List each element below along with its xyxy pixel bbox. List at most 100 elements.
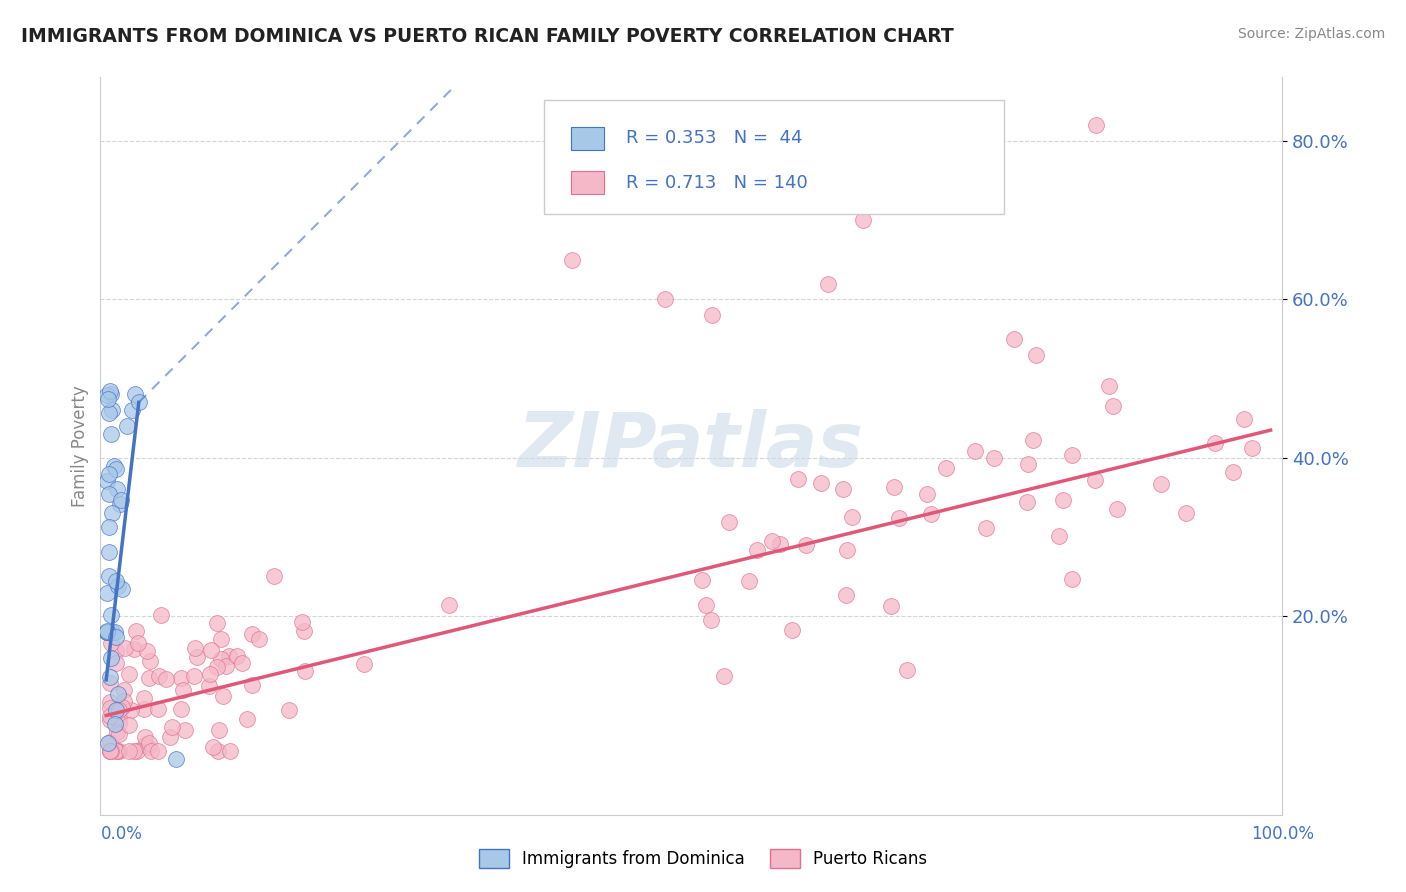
Point: [209, 652, 232, 666]
Point: [160, 720, 183, 734]
Point: [97, 487, 120, 501]
Point: [184, 640, 207, 655]
Point: [1102, 399, 1125, 413]
Point: [105, 631, 128, 645]
Point: [98, 713, 121, 727]
Point: [149, 608, 172, 623]
Point: [96, 388, 118, 402]
Point: [291, 615, 314, 629]
Point: [146, 744, 169, 758]
Point: [100, 650, 122, 665]
Point: [111, 582, 134, 596]
Point: [212, 689, 235, 703]
Point: [134, 730, 156, 744]
Point: [138, 736, 160, 750]
Point: [124, 387, 146, 401]
Point: [235, 712, 257, 726]
Point: [98, 700, 121, 714]
Point: [879, 599, 901, 613]
Point: [101, 403, 124, 417]
Point: [935, 461, 957, 475]
Point: [134, 739, 156, 753]
Point: [97, 406, 120, 420]
Point: [794, 538, 817, 552]
Point: [100, 607, 122, 622]
Point: [104, 574, 127, 589]
Point: [105, 483, 128, 497]
Point: [118, 666, 141, 681]
FancyBboxPatch shape: [544, 100, 1004, 214]
Point: [105, 461, 128, 475]
Point: [915, 487, 938, 501]
Point: [97, 467, 120, 481]
Point: [132, 702, 155, 716]
Point: [136, 740, 159, 755]
Point: [159, 730, 181, 744]
Point: [148, 668, 170, 682]
Point: [1098, 378, 1121, 392]
Point: [215, 658, 238, 673]
Point: [114, 693, 136, 707]
Point: [198, 679, 221, 693]
Point: [124, 624, 146, 638]
Point: [277, 703, 299, 717]
Point: [1084, 473, 1107, 487]
Point: [1175, 506, 1198, 520]
Point: [100, 744, 122, 758]
Point: [114, 640, 136, 655]
Point: [247, 632, 270, 646]
Point: [112, 682, 135, 697]
Point: [170, 671, 193, 685]
Point: [108, 497, 131, 511]
Point: [100, 636, 122, 650]
Point: [209, 632, 232, 646]
Text: Source: ZipAtlas.com: Source: ZipAtlas.com: [1237, 27, 1385, 41]
Point: [225, 649, 247, 664]
Point: [121, 403, 143, 417]
Point: [98, 384, 121, 399]
Point: [172, 683, 194, 698]
Point: [103, 716, 125, 731]
Point: [115, 419, 138, 434]
Point: [120, 703, 142, 717]
Point: [1015, 495, 1038, 509]
Point: [98, 676, 121, 690]
Point: [96, 625, 118, 640]
Point: [146, 701, 169, 715]
Point: [852, 213, 875, 227]
Point: [292, 624, 315, 639]
Point: [105, 656, 128, 670]
Point: [110, 699, 132, 714]
Point: [104, 703, 127, 717]
Text: R = 0.353   N =  44: R = 0.353 N = 44: [626, 129, 803, 147]
Point: [294, 664, 316, 678]
Text: 0.0%: 0.0%: [101, 825, 143, 843]
Point: [138, 655, 160, 669]
Point: [201, 739, 224, 754]
Point: [713, 669, 735, 683]
Point: [207, 660, 229, 674]
Point: [128, 395, 150, 409]
Point: [1052, 493, 1074, 508]
Point: [207, 615, 229, 630]
Point: [138, 671, 160, 685]
Point: [207, 744, 229, 758]
Point: [104, 644, 127, 658]
Point: [735, 197, 758, 211]
Point: [117, 744, 139, 758]
Point: [103, 625, 125, 640]
Point: [841, 510, 863, 524]
Point: [97, 392, 120, 406]
Point: [934, 173, 956, 187]
Point: [561, 252, 583, 267]
Point: [105, 744, 128, 758]
Point: [110, 493, 132, 508]
Point: [107, 687, 129, 701]
Point: [124, 744, 146, 758]
Point: [108, 703, 131, 717]
Point: [97, 569, 120, 583]
Point: [1107, 502, 1129, 516]
Point: [690, 573, 713, 587]
Point: [817, 277, 839, 291]
Point: [105, 744, 128, 758]
